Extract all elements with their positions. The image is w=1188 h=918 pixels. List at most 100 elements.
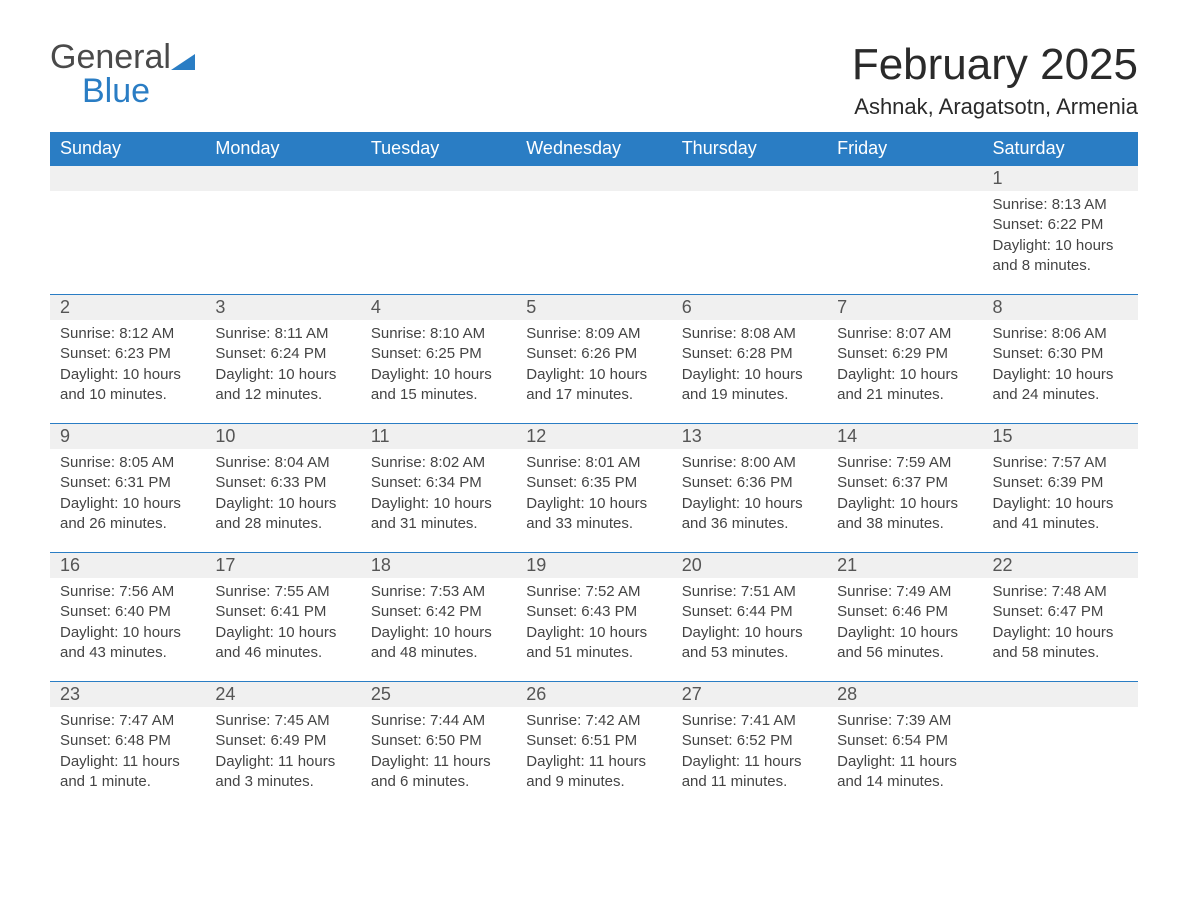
location: Ashnak, Aragatsotn, Armenia bbox=[852, 94, 1138, 120]
sunset-text: Sunset: 6:43 PM bbox=[526, 602, 661, 622]
day-info: Sunrise: 8:09 AMSunset: 6:26 PMDaylight:… bbox=[526, 324, 661, 405]
day-info-cell: Sunrise: 7:45 AMSunset: 6:49 PMDaylight:… bbox=[205, 707, 360, 810]
logo-text: General Blue bbox=[50, 40, 199, 108]
daylight-text: Daylight: 11 hours and 6 minutes. bbox=[371, 752, 506, 793]
day-info: Sunrise: 7:52 AMSunset: 6:43 PMDaylight:… bbox=[526, 582, 661, 663]
day-info-cell: Sunrise: 7:57 AMSunset: 6:39 PMDaylight:… bbox=[983, 449, 1138, 553]
sunset-text: Sunset: 6:26 PM bbox=[526, 344, 661, 364]
day-info-cell: Sunrise: 8:09 AMSunset: 6:26 PMDaylight:… bbox=[516, 320, 671, 424]
daylight-text: Daylight: 11 hours and 1 minute. bbox=[60, 752, 195, 793]
daylight-text: Daylight: 10 hours and 12 minutes. bbox=[215, 365, 350, 406]
day-info-cell bbox=[50, 191, 205, 295]
daylight-text: Daylight: 11 hours and 11 minutes. bbox=[682, 752, 817, 793]
day-number-row: 232425262728 bbox=[50, 682, 1138, 708]
weekday-header: Saturday bbox=[983, 132, 1138, 166]
weekday-header: Monday bbox=[205, 132, 360, 166]
daylight-text: Daylight: 10 hours and 21 minutes. bbox=[837, 365, 972, 406]
day-number-cell bbox=[205, 166, 360, 192]
day-number-cell: 25 bbox=[361, 682, 516, 708]
day-info: Sunrise: 7:42 AMSunset: 6:51 PMDaylight:… bbox=[526, 711, 661, 792]
day-info-cell: Sunrise: 7:44 AMSunset: 6:50 PMDaylight:… bbox=[361, 707, 516, 810]
day-number-cell: 27 bbox=[672, 682, 827, 708]
day-number-cell: 3 bbox=[205, 295, 360, 321]
day-number-cell: 21 bbox=[827, 553, 982, 579]
weekday-header: Thursday bbox=[672, 132, 827, 166]
day-info-cell: Sunrise: 8:13 AMSunset: 6:22 PMDaylight:… bbox=[983, 191, 1138, 295]
sunrise-text: Sunrise: 7:55 AM bbox=[215, 582, 350, 602]
sunset-text: Sunset: 6:49 PM bbox=[215, 731, 350, 751]
day-number-cell: 15 bbox=[983, 424, 1138, 450]
day-number-cell bbox=[50, 166, 205, 192]
daylight-text: Daylight: 10 hours and 43 minutes. bbox=[60, 623, 195, 664]
day-info: Sunrise: 8:13 AMSunset: 6:22 PMDaylight:… bbox=[993, 195, 1128, 276]
sunrise-text: Sunrise: 7:39 AM bbox=[837, 711, 972, 731]
daylight-text: Daylight: 10 hours and 24 minutes. bbox=[993, 365, 1128, 406]
sunrise-text: Sunrise: 7:57 AM bbox=[993, 453, 1128, 473]
day-info-cell: Sunrise: 7:51 AMSunset: 6:44 PMDaylight:… bbox=[672, 578, 827, 682]
day-info-cell: Sunrise: 7:59 AMSunset: 6:37 PMDaylight:… bbox=[827, 449, 982, 553]
sunrise-text: Sunrise: 7:45 AM bbox=[215, 711, 350, 731]
logo-triangle-icon bbox=[171, 46, 199, 80]
sunset-text: Sunset: 6:46 PM bbox=[837, 602, 972, 622]
sunrise-text: Sunrise: 8:12 AM bbox=[60, 324, 195, 344]
sunset-text: Sunset: 6:31 PM bbox=[60, 473, 195, 493]
day-info-row: Sunrise: 7:56 AMSunset: 6:40 PMDaylight:… bbox=[50, 578, 1138, 682]
day-number-cell: 2 bbox=[50, 295, 205, 321]
day-info-cell bbox=[361, 191, 516, 295]
sunrise-text: Sunrise: 7:52 AM bbox=[526, 582, 661, 602]
day-info-row: Sunrise: 8:12 AMSunset: 6:23 PMDaylight:… bbox=[50, 320, 1138, 424]
weekday-header: Friday bbox=[827, 132, 982, 166]
day-info: Sunrise: 8:11 AMSunset: 6:24 PMDaylight:… bbox=[215, 324, 350, 405]
day-info: Sunrise: 7:47 AMSunset: 6:48 PMDaylight:… bbox=[60, 711, 195, 792]
day-info-row: Sunrise: 8:05 AMSunset: 6:31 PMDaylight:… bbox=[50, 449, 1138, 553]
sunset-text: Sunset: 6:30 PM bbox=[993, 344, 1128, 364]
sunrise-text: Sunrise: 7:53 AM bbox=[371, 582, 506, 602]
sunset-text: Sunset: 6:44 PM bbox=[682, 602, 817, 622]
day-info: Sunrise: 7:49 AMSunset: 6:46 PMDaylight:… bbox=[837, 582, 972, 663]
day-info-cell: Sunrise: 7:42 AMSunset: 6:51 PMDaylight:… bbox=[516, 707, 671, 810]
sunset-text: Sunset: 6:25 PM bbox=[371, 344, 506, 364]
sunrise-text: Sunrise: 8:07 AM bbox=[837, 324, 972, 344]
day-info: Sunrise: 8:06 AMSunset: 6:30 PMDaylight:… bbox=[993, 324, 1128, 405]
day-number-cell: 4 bbox=[361, 295, 516, 321]
day-info: Sunrise: 7:51 AMSunset: 6:44 PMDaylight:… bbox=[682, 582, 817, 663]
day-info: Sunrise: 8:10 AMSunset: 6:25 PMDaylight:… bbox=[371, 324, 506, 405]
day-number-cell: 28 bbox=[827, 682, 982, 708]
day-info-cell: Sunrise: 7:47 AMSunset: 6:48 PMDaylight:… bbox=[50, 707, 205, 810]
day-info-cell bbox=[516, 191, 671, 295]
sunrise-text: Sunrise: 8:00 AM bbox=[682, 453, 817, 473]
day-number-cell: 1 bbox=[983, 166, 1138, 192]
day-info-cell: Sunrise: 8:07 AMSunset: 6:29 PMDaylight:… bbox=[827, 320, 982, 424]
day-info-cell: Sunrise: 7:52 AMSunset: 6:43 PMDaylight:… bbox=[516, 578, 671, 682]
daylight-text: Daylight: 10 hours and 28 minutes. bbox=[215, 494, 350, 535]
sunrise-text: Sunrise: 8:10 AM bbox=[371, 324, 506, 344]
day-number-cell bbox=[827, 166, 982, 192]
daylight-text: Daylight: 10 hours and 38 minutes. bbox=[837, 494, 972, 535]
day-info-cell bbox=[672, 191, 827, 295]
day-number-cell: 18 bbox=[361, 553, 516, 579]
day-number-cell: 8 bbox=[983, 295, 1138, 321]
month-title: February 2025 bbox=[852, 40, 1138, 90]
day-info-cell: Sunrise: 7:49 AMSunset: 6:46 PMDaylight:… bbox=[827, 578, 982, 682]
day-number-cell bbox=[983, 682, 1138, 708]
sunset-text: Sunset: 6:40 PM bbox=[60, 602, 195, 622]
day-number-cell: 16 bbox=[50, 553, 205, 579]
daylight-text: Daylight: 10 hours and 15 minutes. bbox=[371, 365, 506, 406]
daylight-text: Daylight: 10 hours and 17 minutes. bbox=[526, 365, 661, 406]
day-info: Sunrise: 8:07 AMSunset: 6:29 PMDaylight:… bbox=[837, 324, 972, 405]
sunset-text: Sunset: 6:33 PM bbox=[215, 473, 350, 493]
day-info-cell: Sunrise: 7:55 AMSunset: 6:41 PMDaylight:… bbox=[205, 578, 360, 682]
day-number-cell: 20 bbox=[672, 553, 827, 579]
sunrise-text: Sunrise: 8:06 AM bbox=[993, 324, 1128, 344]
sunrise-text: Sunrise: 8:08 AM bbox=[682, 324, 817, 344]
sunrise-text: Sunrise: 8:04 AM bbox=[215, 453, 350, 473]
sunset-text: Sunset: 6:54 PM bbox=[837, 731, 972, 751]
sunrise-text: Sunrise: 8:01 AM bbox=[526, 453, 661, 473]
daylight-text: Daylight: 11 hours and 9 minutes. bbox=[526, 752, 661, 793]
day-info-cell: Sunrise: 7:53 AMSunset: 6:42 PMDaylight:… bbox=[361, 578, 516, 682]
day-info-cell: Sunrise: 8:05 AMSunset: 6:31 PMDaylight:… bbox=[50, 449, 205, 553]
sunset-text: Sunset: 6:50 PM bbox=[371, 731, 506, 751]
sunrise-text: Sunrise: 7:41 AM bbox=[682, 711, 817, 731]
sunrise-text: Sunrise: 7:49 AM bbox=[837, 582, 972, 602]
daylight-text: Daylight: 10 hours and 46 minutes. bbox=[215, 623, 350, 664]
